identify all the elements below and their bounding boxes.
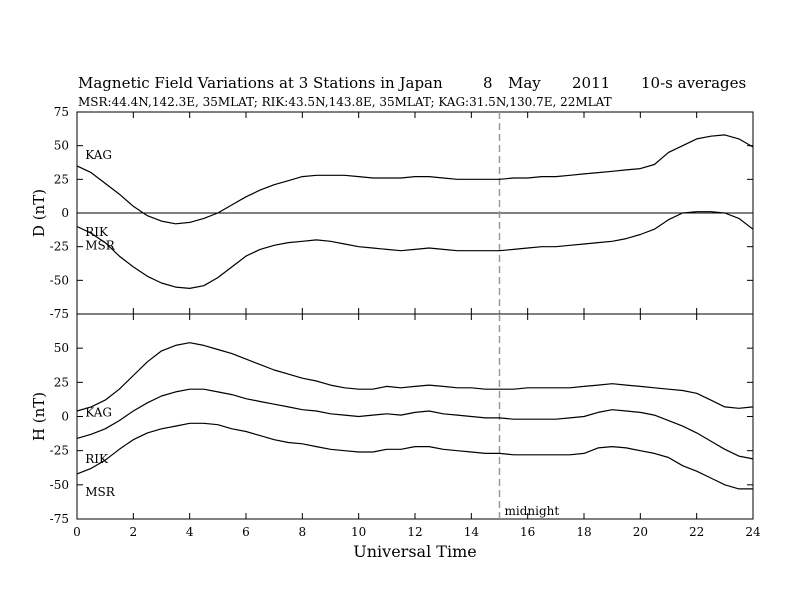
y-tick-label: 50	[54, 341, 69, 355]
title-day: 8	[483, 74, 493, 92]
y-tick-label: -25	[50, 444, 69, 458]
x-tick-label: 4	[186, 525, 194, 539]
y-tick-label: -50	[50, 478, 69, 492]
series-label-kag: KAG	[85, 148, 112, 162]
y-axis-label: H (nT)	[30, 392, 48, 441]
y-tick-label: -50	[50, 273, 69, 287]
station-coordinates: MSR:44.4N,142.3E, 35MLAT; RIK:43.5N,143.…	[78, 95, 612, 109]
x-tick-label: 24	[745, 525, 761, 539]
chart-title: Magnetic Field Variations at 3 Stations …	[78, 74, 443, 92]
y-tick-label: 75	[54, 105, 69, 119]
series-label-rik: RIK	[85, 452, 109, 466]
y-tick-label: 25	[54, 172, 69, 186]
series-line-kag	[76, 342, 754, 412]
x-tick-label: 12	[407, 525, 422, 539]
midnight-label: midnight	[505, 504, 560, 518]
x-tick-label: 22	[689, 525, 704, 539]
y-tick-label: 50	[54, 139, 69, 153]
series-line-rik	[76, 211, 754, 289]
y-tick-label: -75	[50, 512, 69, 526]
x-tick-label: 2	[130, 525, 138, 539]
x-tick-label: 6	[242, 525, 250, 539]
series-line-msr	[76, 422, 753, 490]
series-label-kag: KAG	[85, 406, 112, 420]
d-component-panel: -75 -50 -25 0 25 50 75 KAG RIK D (nT) MSR	[30, 105, 754, 321]
series-label-rik: RIK	[85, 225, 109, 239]
x-tick-label: 18	[576, 525, 591, 539]
title-year: 2011	[572, 74, 610, 92]
x-tick-label: 8	[299, 525, 307, 539]
x-tick-label: 10	[351, 525, 366, 539]
x-tick-label: 16	[520, 525, 535, 539]
y-axis-label: D (nT)	[30, 189, 48, 237]
title-month: May	[508, 74, 541, 92]
x-tick-label: 20	[633, 525, 648, 539]
x-tick-label: 14	[464, 525, 480, 539]
y-tick-label: -25	[50, 240, 69, 254]
y-tick-label: 0	[61, 206, 69, 220]
y-tick-label: 0	[61, 410, 69, 424]
series-label-msr: MSR	[85, 238, 116, 252]
series-line-rik	[76, 388, 754, 460]
y-tick-label: 25	[54, 375, 69, 389]
title-averaging: 10-s averages	[641, 74, 746, 92]
x-axis-label: Universal Time	[353, 542, 476, 561]
series-line-kag	[76, 134, 754, 225]
x-tick-label: 0	[73, 525, 81, 539]
y-tick-label: -75	[50, 307, 69, 321]
series-label-msr: MSR	[85, 485, 116, 499]
